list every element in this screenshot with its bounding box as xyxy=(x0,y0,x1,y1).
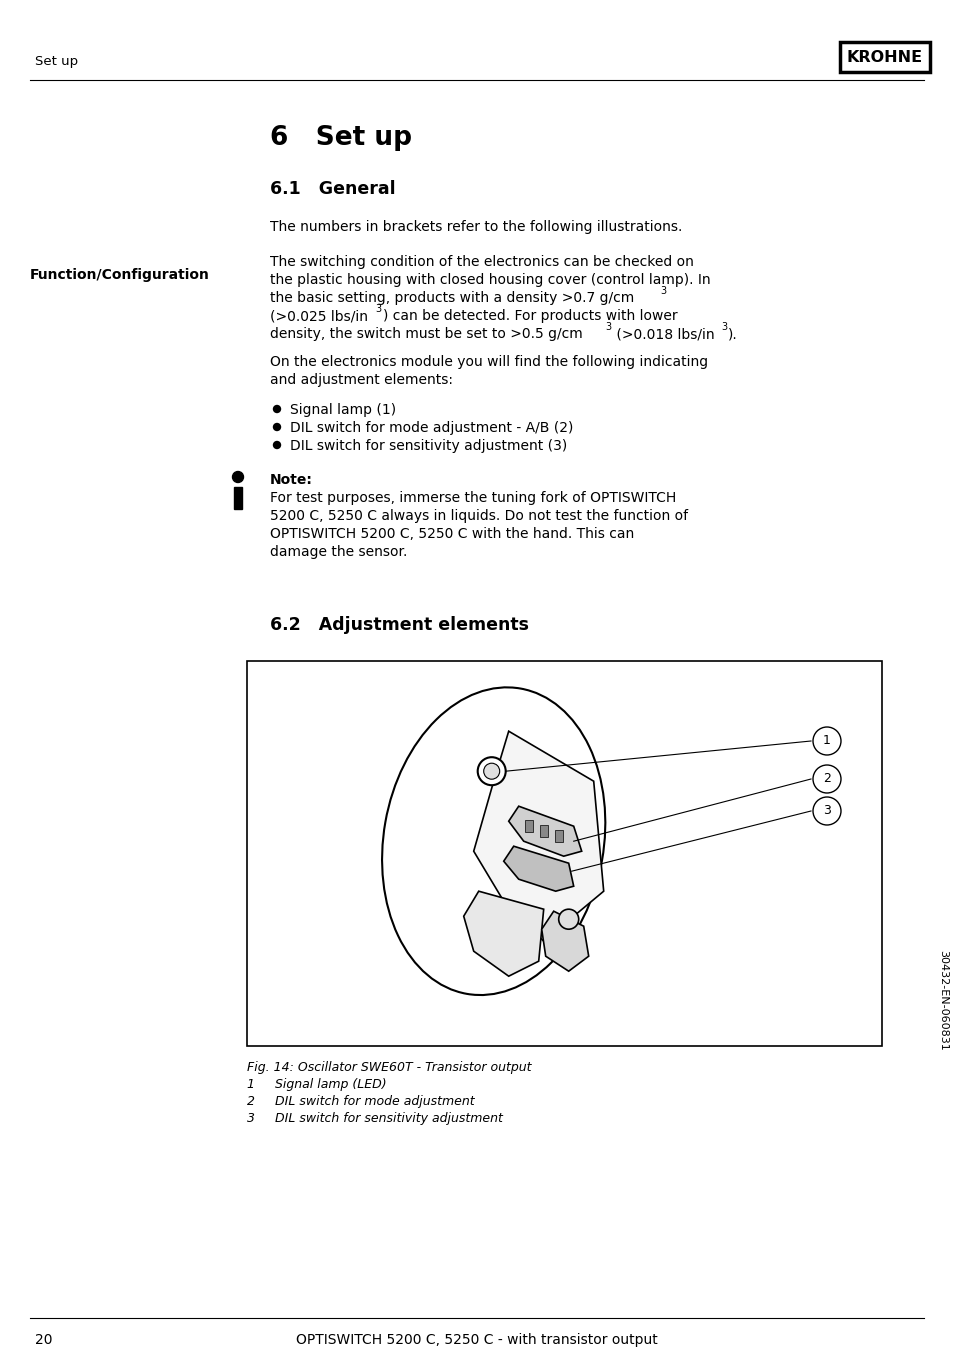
Text: Set up: Set up xyxy=(35,55,78,69)
Text: 3     DIL switch for sensitivity adjustment: 3 DIL switch for sensitivity adjustment xyxy=(247,1111,502,1125)
Polygon shape xyxy=(503,846,573,891)
FancyBboxPatch shape xyxy=(554,830,562,842)
Text: damage the sensor.: damage the sensor. xyxy=(270,545,407,558)
Text: 3: 3 xyxy=(720,322,726,333)
Circle shape xyxy=(812,796,841,825)
Circle shape xyxy=(477,757,505,786)
Text: 1     Signal lamp (LED): 1 Signal lamp (LED) xyxy=(247,1078,386,1091)
Circle shape xyxy=(483,763,499,779)
Text: 6.2   Adjustment elements: 6.2 Adjustment elements xyxy=(270,617,529,634)
Polygon shape xyxy=(508,806,581,856)
Circle shape xyxy=(274,423,280,430)
Text: KROHNE: KROHNE xyxy=(846,50,923,65)
Text: 5200 C, 5250 C always in liquids. Do not test the function of: 5200 C, 5250 C always in liquids. Do not… xyxy=(270,508,687,523)
Text: 3: 3 xyxy=(604,322,611,333)
Text: On the electronics module you will find the following indicating: On the electronics module you will find … xyxy=(270,356,707,369)
FancyBboxPatch shape xyxy=(524,821,532,833)
FancyBboxPatch shape xyxy=(539,825,547,837)
Text: 6.1   General: 6.1 General xyxy=(270,180,395,197)
Text: 2     DIL switch for mode adjustment: 2 DIL switch for mode adjustment xyxy=(247,1095,475,1109)
Text: Fig. 14: Oscillator SWE60T - Transistor output: Fig. 14: Oscillator SWE60T - Transistor … xyxy=(247,1061,531,1073)
Text: and adjustment elements:: and adjustment elements: xyxy=(270,373,453,387)
Circle shape xyxy=(274,406,280,412)
Ellipse shape xyxy=(382,687,605,995)
Text: 3: 3 xyxy=(659,287,665,296)
FancyBboxPatch shape xyxy=(247,661,882,1046)
Text: 3: 3 xyxy=(375,304,381,314)
Circle shape xyxy=(558,909,578,929)
Text: (>0.018 lbs/in: (>0.018 lbs/in xyxy=(612,327,714,341)
Text: The numbers in brackets refer to the following illustrations.: The numbers in brackets refer to the fol… xyxy=(270,220,681,234)
Polygon shape xyxy=(474,731,603,941)
Text: Note:: Note: xyxy=(270,473,313,487)
Text: 1: 1 xyxy=(822,734,830,748)
Text: ).: ). xyxy=(727,327,737,341)
FancyBboxPatch shape xyxy=(840,42,929,72)
Text: The switching condition of the electronics can be checked on: The switching condition of the electroni… xyxy=(270,256,693,269)
Text: DIL switch for mode adjustment - A/B (2): DIL switch for mode adjustment - A/B (2) xyxy=(290,420,573,435)
Text: 30432-EN-060831: 30432-EN-060831 xyxy=(937,949,947,1051)
Text: 20: 20 xyxy=(35,1333,52,1347)
Text: For test purposes, immerse the tuning fork of OPTISWITCH: For test purposes, immerse the tuning fo… xyxy=(270,491,676,506)
Circle shape xyxy=(274,442,280,449)
Text: Function/Configuration: Function/Configuration xyxy=(30,268,210,283)
Polygon shape xyxy=(463,891,543,976)
Polygon shape xyxy=(541,911,588,971)
Text: DIL switch for sensitivity adjustment (3): DIL switch for sensitivity adjustment (3… xyxy=(290,439,567,453)
Text: Signal lamp (1): Signal lamp (1) xyxy=(290,403,395,416)
Text: density, the switch must be set to >0.5 g/cm: density, the switch must be set to >0.5 … xyxy=(270,327,582,341)
Text: (>0.025 lbs/in: (>0.025 lbs/in xyxy=(270,310,368,323)
Text: the basic setting, products with a density >0.7 g/cm: the basic setting, products with a densi… xyxy=(270,291,634,306)
Text: OPTISWITCH 5200 C, 5250 C with the hand. This can: OPTISWITCH 5200 C, 5250 C with the hand.… xyxy=(270,527,634,541)
Circle shape xyxy=(812,765,841,794)
Circle shape xyxy=(233,472,243,483)
Text: ) can be detected. For products with lower: ) can be detected. For products with low… xyxy=(382,310,677,323)
Circle shape xyxy=(812,727,841,754)
Text: 3: 3 xyxy=(822,804,830,818)
Text: 6   Set up: 6 Set up xyxy=(270,124,412,151)
Text: 2: 2 xyxy=(822,772,830,786)
FancyBboxPatch shape xyxy=(233,487,242,508)
Text: OPTISWITCH 5200 C, 5250 C - with transistor output: OPTISWITCH 5200 C, 5250 C - with transis… xyxy=(295,1333,658,1347)
Text: the plastic housing with closed housing cover (control lamp). In: the plastic housing with closed housing … xyxy=(270,273,710,287)
